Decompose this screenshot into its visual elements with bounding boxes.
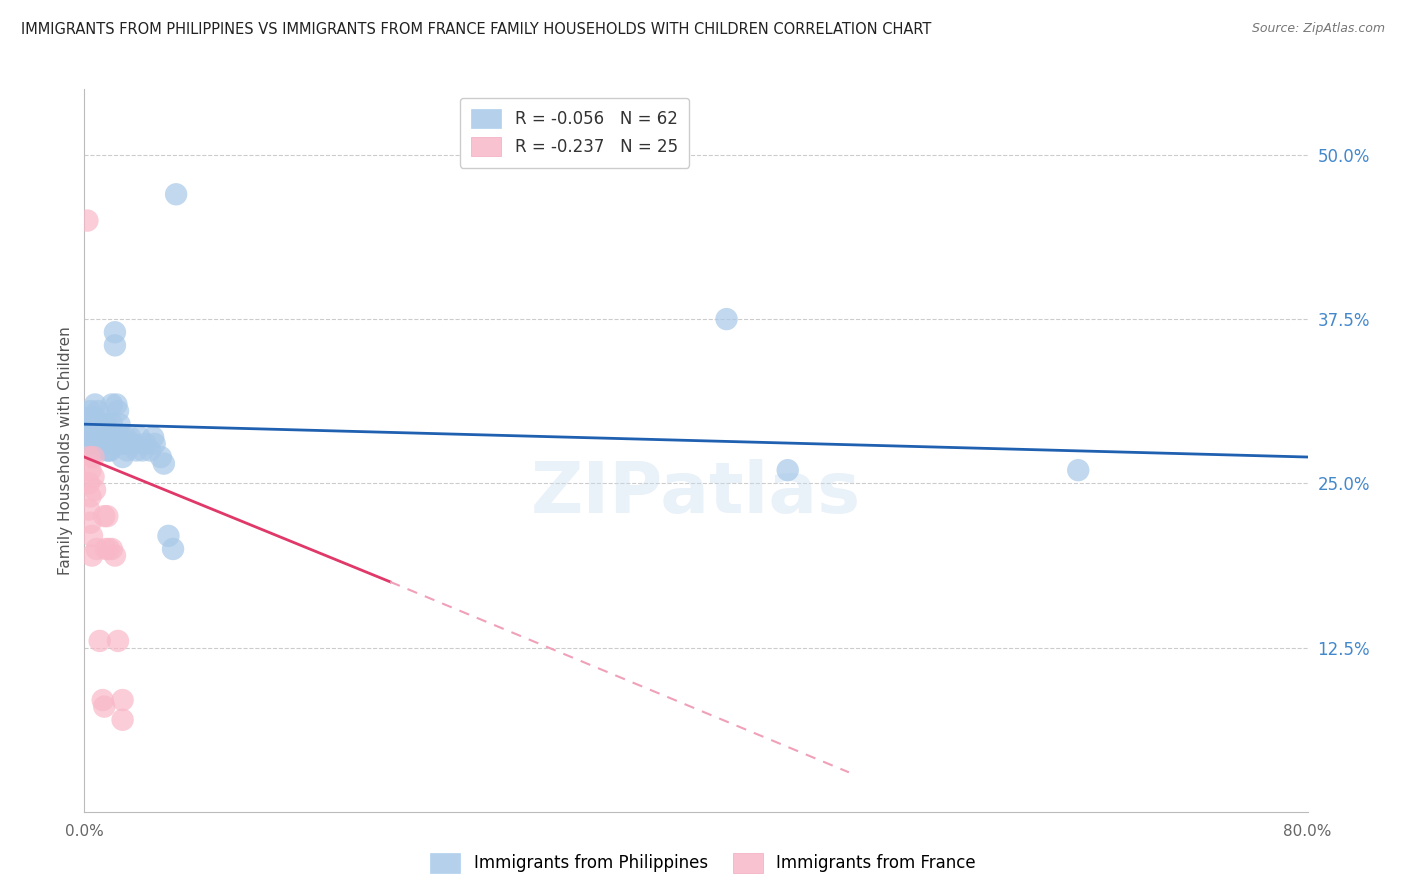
Point xyxy=(84,410,107,425)
Point xyxy=(101,541,124,556)
Point xyxy=(77,476,100,491)
Point xyxy=(80,417,103,432)
Point xyxy=(77,450,100,464)
Point xyxy=(104,549,127,563)
Point xyxy=(716,312,738,326)
Point xyxy=(143,437,166,451)
Point xyxy=(93,430,115,444)
Point xyxy=(122,437,145,451)
Point xyxy=(80,549,103,563)
Point xyxy=(110,430,132,444)
Point xyxy=(135,437,157,451)
Point xyxy=(86,417,108,432)
Point xyxy=(153,457,176,471)
Point xyxy=(165,187,187,202)
Text: IMMIGRANTS FROM PHILIPPINES VS IMMIGRANTS FROM FRANCE FAMILY HOUSEHOLDS WITH CHI: IMMIGRANTS FROM PHILIPPINES VS IMMIGRANT… xyxy=(21,22,931,37)
Point xyxy=(89,437,111,451)
Point xyxy=(83,430,105,444)
Point xyxy=(76,213,98,227)
Point xyxy=(108,417,131,432)
Point xyxy=(96,509,118,524)
Point xyxy=(80,529,103,543)
Point xyxy=(162,541,184,556)
Point xyxy=(83,469,105,483)
Point xyxy=(96,443,118,458)
Point xyxy=(80,424,103,438)
Point xyxy=(83,437,105,451)
Point xyxy=(103,430,125,444)
Point xyxy=(90,417,112,432)
Point xyxy=(79,417,101,432)
Point xyxy=(776,463,799,477)
Point xyxy=(86,541,108,556)
Point xyxy=(83,450,105,464)
Legend: Immigrants from Philippines, Immigrants from France: Immigrants from Philippines, Immigrants … xyxy=(423,847,983,880)
Point xyxy=(139,443,162,458)
Point xyxy=(125,443,148,458)
Y-axis label: Family Households with Children: Family Households with Children xyxy=(58,326,73,574)
Point xyxy=(87,430,110,444)
Point xyxy=(101,397,124,411)
Point xyxy=(79,490,101,504)
Point xyxy=(128,430,150,444)
Point xyxy=(97,541,120,556)
Point xyxy=(77,502,100,516)
Point xyxy=(111,450,134,464)
Point xyxy=(93,509,115,524)
Point xyxy=(112,437,135,451)
Point xyxy=(84,397,107,411)
Point xyxy=(104,325,127,339)
Point xyxy=(97,443,120,458)
Point xyxy=(120,430,142,444)
Point xyxy=(94,417,117,432)
Point xyxy=(101,417,124,432)
Point xyxy=(142,430,165,444)
Text: ZIPatlas: ZIPatlas xyxy=(531,459,860,528)
Point xyxy=(80,437,103,451)
Legend: R = -0.056   N = 62, R = -0.237   N = 25: R = -0.056 N = 62, R = -0.237 N = 25 xyxy=(460,97,689,168)
Point xyxy=(94,430,117,444)
Point xyxy=(114,430,136,444)
Point xyxy=(79,404,101,418)
Point xyxy=(111,693,134,707)
Point xyxy=(105,397,128,411)
Point xyxy=(111,437,134,451)
Point xyxy=(84,424,107,438)
Point xyxy=(97,430,120,444)
Point xyxy=(86,443,108,458)
Point xyxy=(91,693,114,707)
Point xyxy=(93,699,115,714)
Point xyxy=(93,417,115,432)
Point xyxy=(98,443,121,458)
Point xyxy=(83,410,105,425)
Point xyxy=(79,516,101,530)
Point xyxy=(107,634,129,648)
Point xyxy=(91,437,114,451)
Point xyxy=(87,404,110,418)
Point xyxy=(89,424,111,438)
Text: Source: ZipAtlas.com: Source: ZipAtlas.com xyxy=(1251,22,1385,36)
Point xyxy=(94,541,117,556)
Point xyxy=(111,713,134,727)
Point xyxy=(149,450,172,464)
Point xyxy=(96,437,118,451)
Point xyxy=(89,634,111,648)
Point xyxy=(77,410,100,425)
Point xyxy=(1067,463,1090,477)
Point xyxy=(131,443,153,458)
Point xyxy=(115,443,138,458)
Point xyxy=(107,404,129,418)
Point xyxy=(80,443,103,458)
Point xyxy=(79,463,101,477)
Point xyxy=(157,529,180,543)
Point xyxy=(98,430,121,444)
Point xyxy=(86,430,108,444)
Point xyxy=(104,338,127,352)
Point xyxy=(84,483,107,497)
